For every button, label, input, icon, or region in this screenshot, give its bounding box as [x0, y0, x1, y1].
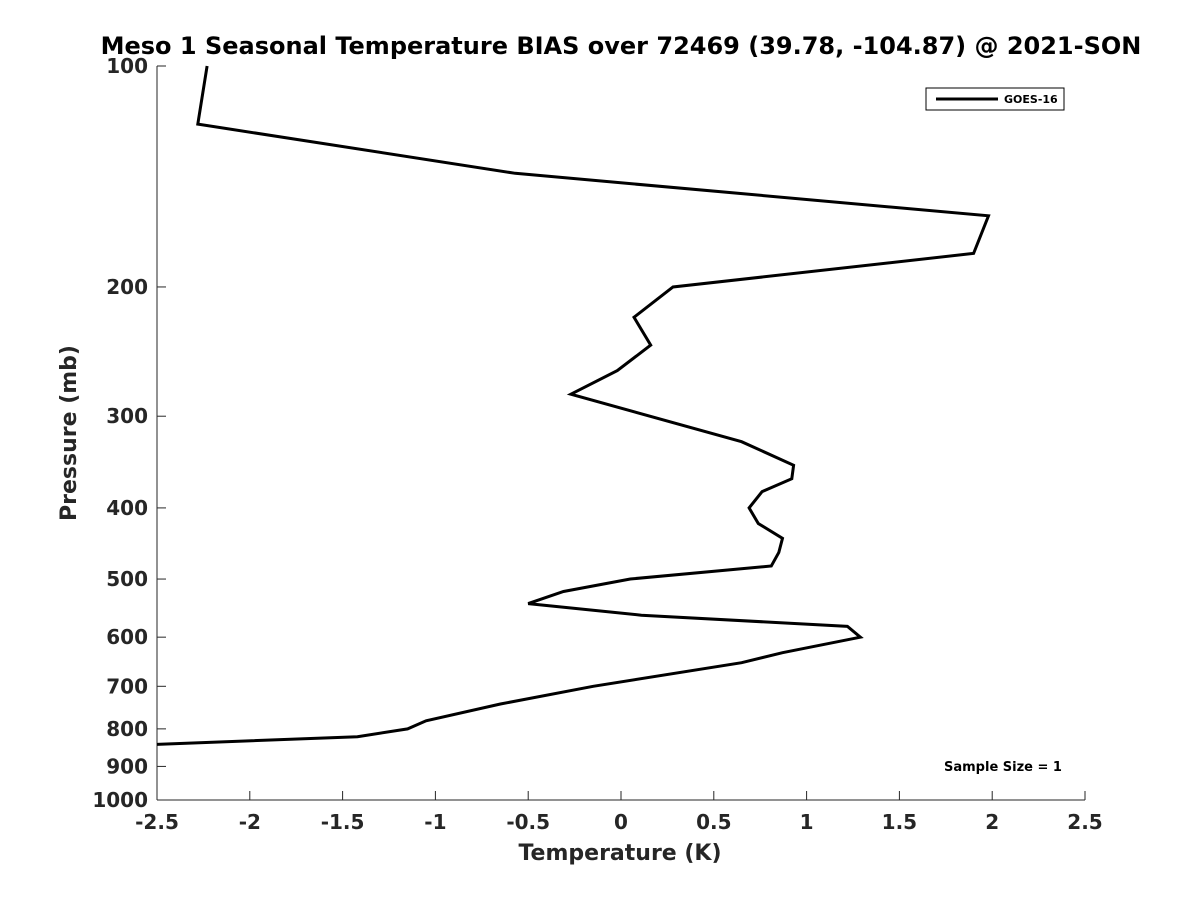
y-tick-label: 900 — [106, 754, 148, 778]
x-tick-label: 2 — [985, 810, 999, 834]
y-tick-label: 800 — [106, 717, 148, 741]
y-axis-label: Pressure (mb) — [57, 345, 82, 521]
x-tick-label: -1 — [424, 810, 446, 834]
y-tick-label: 200 — [106, 275, 148, 299]
x-tick-label: 2.5 — [1067, 810, 1102, 834]
x-axis-label: Temperature (K) — [518, 841, 721, 866]
x-tick-label: -2.5 — [135, 810, 179, 834]
x-tick-label: -0.5 — [506, 810, 550, 834]
series-line-goes-16 — [156, 65, 991, 746]
y-tick-label: 700 — [106, 674, 148, 698]
sample-size-annotation: Sample Size = 1 — [944, 760, 1062, 775]
x-tick-label: 0 — [614, 810, 628, 834]
x-tick-label: 1.5 — [882, 810, 917, 834]
x-tick-label: -2 — [239, 810, 261, 834]
axes: -2.5 -2 -1.5 -1 -0.5 0 0.5 1 1.5 2 2.5 100 200 300 400… — [92, 54, 1102, 834]
x-tick-label: 1 — [800, 810, 814, 834]
chart-title: Meso 1 Seasonal Temperature BIAS over 72… — [101, 32, 1142, 60]
y-tick-label: 100 — [106, 54, 148, 78]
plot-lines — [156, 65, 991, 746]
y-tick-label: 600 — [106, 625, 148, 649]
legend: GOES-16 — [925, 87, 1065, 111]
x-tick-label: 0.5 — [696, 810, 731, 834]
y-tick-label: 1000 — [92, 788, 148, 812]
y-tick-label: 400 — [106, 496, 148, 520]
x-tick-label: -1.5 — [321, 810, 365, 834]
legend-label: GOES-16 — [1004, 93, 1058, 106]
y-tick-label: 500 — [106, 567, 148, 591]
y-tick-label: 300 — [106, 404, 148, 428]
